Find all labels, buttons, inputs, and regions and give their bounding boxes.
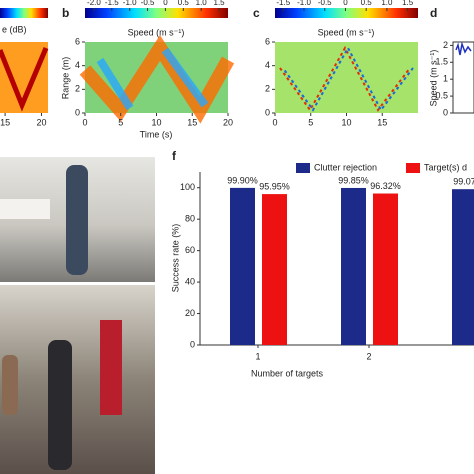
colorbar-tick-label: 1.5 bbox=[402, 0, 414, 7]
speed-trace bbox=[455, 41, 472, 56]
y-tick-label: 2 bbox=[75, 84, 80, 94]
y-tick-label: 0.5 bbox=[435, 90, 448, 100]
y-tick-label: 100 bbox=[180, 182, 195, 192]
x-tick-label: 0 bbox=[82, 117, 87, 127]
y-axis-label: Range (m) bbox=[60, 57, 70, 100]
x-tick-label: 15 bbox=[0, 117, 10, 127]
colorbar-tick-label: -2.0 bbox=[87, 0, 101, 7]
colorbar-tick-label: -1.5 bbox=[276, 0, 290, 7]
heatmap-trace bbox=[279, 45, 411, 112]
heatmap-trace bbox=[96, 47, 209, 111]
y-tick-label: 0 bbox=[190, 339, 195, 349]
colorbar-tick-label: 1.0 bbox=[196, 0, 208, 7]
x-axis-label: Time (s) bbox=[140, 129, 173, 139]
bar bbox=[452, 189, 474, 345]
value-label: 99.90% bbox=[227, 175, 258, 185]
colorbar-tick-label: -0.5 bbox=[141, 0, 155, 7]
y-axis-label: Success rate (%) bbox=[170, 224, 180, 293]
panel-label: f bbox=[172, 149, 177, 163]
colorbar-label: e (dB) bbox=[2, 24, 27, 34]
colorbar-tick-label: -1.5 bbox=[105, 0, 119, 7]
plot-frame bbox=[452, 41, 474, 114]
photo-wall bbox=[100, 320, 122, 415]
colorbar-tick-label: 1.5 bbox=[214, 0, 226, 7]
x-tick-label: 10 bbox=[151, 117, 161, 127]
colorbar-tick-label: 1.0 bbox=[381, 0, 393, 7]
legend-label: Clutter rejection bbox=[314, 162, 377, 172]
legend-label: Target(s) d bbox=[424, 162, 467, 172]
colorbar-tick-label: 0 bbox=[163, 0, 168, 7]
y-tick-label: 60 bbox=[185, 245, 195, 255]
y-tick-label: 6 bbox=[75, 36, 80, 46]
x-tick-label: 1 bbox=[255, 351, 260, 361]
colorbar bbox=[85, 8, 228, 18]
y-tick-label: 80 bbox=[185, 214, 195, 224]
photo-person bbox=[66, 165, 88, 275]
colorbar-tick-label: -1.0 bbox=[123, 0, 137, 7]
bar bbox=[341, 187, 366, 345]
photo-table bbox=[0, 199, 50, 219]
legend-swatch bbox=[406, 163, 420, 173]
y-tick-label: 1.5 bbox=[435, 57, 448, 67]
y-tick-label: 2 bbox=[265, 84, 270, 94]
y-tick-label: 20 bbox=[185, 308, 195, 318]
colorbar-tick-label: -0.5 bbox=[318, 0, 332, 7]
x-tick-label: 15 bbox=[377, 117, 387, 127]
x-tick-label: 10 bbox=[341, 117, 351, 127]
legend-swatch bbox=[296, 163, 310, 173]
y-tick-label: 1 bbox=[443, 74, 448, 84]
heatmap bbox=[275, 42, 418, 113]
heatmap-trace bbox=[282, 45, 414, 112]
value-label: 95.95% bbox=[259, 181, 290, 191]
y-tick-label: 2 bbox=[443, 40, 448, 50]
panel-label: d bbox=[430, 6, 437, 20]
colorbar-tick-label: -1.0 bbox=[297, 0, 311, 7]
y-tick-label: 4 bbox=[75, 60, 80, 70]
photo bbox=[0, 285, 155, 474]
heatmap-trace bbox=[79, 35, 235, 124]
y-axis-label: Speed (m s⁻¹) bbox=[428, 50, 438, 107]
photo-person bbox=[2, 355, 18, 415]
colorbar-tick-label: 0.5 bbox=[178, 0, 190, 7]
x-tick-label: 0 bbox=[272, 117, 277, 127]
x-tick-label: 2 bbox=[366, 351, 371, 361]
x-tick-label: 20 bbox=[223, 117, 233, 127]
x-axis-label: Number of targets bbox=[251, 368, 324, 378]
value-label: 99.85% bbox=[338, 175, 369, 185]
x-tick-label: 20 bbox=[36, 117, 46, 127]
colorbar-label: Speed (m s⁻¹) bbox=[318, 27, 375, 37]
photo-person bbox=[48, 340, 72, 470]
bar bbox=[230, 187, 255, 345]
colorbar-tick-label: 0.5 bbox=[361, 0, 373, 7]
colorbar bbox=[275, 8, 418, 18]
y-tick-label: 0 bbox=[265, 107, 270, 117]
x-tick-label: 5 bbox=[308, 117, 313, 127]
value-label: 96.32% bbox=[370, 181, 401, 191]
x-tick-label: 15 bbox=[187, 117, 197, 127]
y-tick-label: 40 bbox=[185, 276, 195, 286]
heatmap-trace bbox=[0, 47, 49, 112]
y-tick-label: 4 bbox=[265, 60, 270, 70]
x-tick-label: 5 bbox=[118, 117, 123, 127]
colorbar-tick-label: 0 bbox=[343, 0, 348, 7]
colorbar-label: Speed (m s⁻¹) bbox=[128, 27, 185, 37]
value-label: 99.07 bbox=[453, 177, 474, 187]
bar bbox=[373, 193, 398, 345]
colorbar bbox=[0, 8, 48, 18]
bar bbox=[262, 194, 287, 345]
y-tick-label: 0 bbox=[75, 107, 80, 117]
y-tick-label: 6 bbox=[265, 36, 270, 46]
panel-label: b bbox=[62, 6, 69, 20]
y-tick-label: 0 bbox=[443, 107, 448, 117]
panel-label: c bbox=[253, 6, 260, 20]
